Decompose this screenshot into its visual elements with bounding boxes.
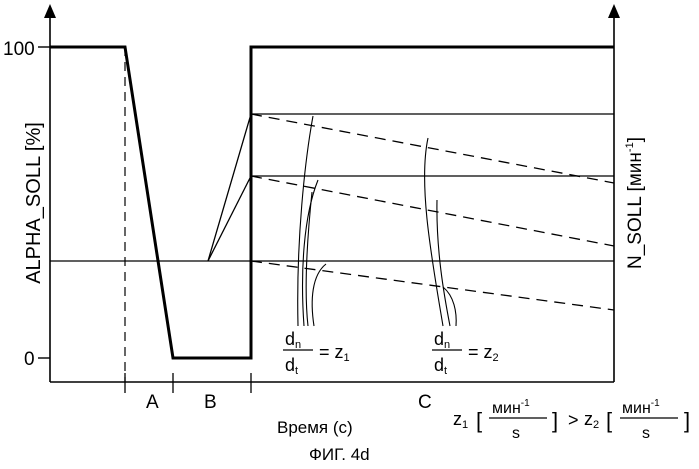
alpha-soll-curve	[50, 47, 614, 358]
right-y-axis	[608, 4, 620, 382]
leader-curves-z2	[425, 138, 457, 326]
svg-text:[: [	[476, 408, 482, 433]
x-axis-label: Время (с)	[277, 418, 353, 437]
svg-text:dn: dn	[285, 329, 301, 351]
leader-curves-z1	[298, 116, 326, 326]
phase-label-c: C	[418, 392, 432, 413]
svg-text:]: ]	[684, 408, 690, 433]
svg-text:[: [	[606, 408, 612, 433]
svg-text:z1: z1	[453, 409, 468, 431]
left-y-axis	[44, 4, 56, 382]
svg-text:dt: dt	[434, 355, 447, 377]
dashed-ramp-low	[251, 261, 614, 310]
svg-text:z2: z2	[584, 409, 599, 431]
left-axis-label: ALPHA_SOLL [%]	[23, 122, 45, 284]
dashed-ramp-high	[251, 114, 614, 183]
figure-caption: ФИГ. 4d	[309, 445, 370, 464]
annotation-z2: dn dt = z2	[434, 329, 499, 377]
svg-text:= z2: = z2	[468, 342, 499, 364]
tick-label-0: 0	[24, 349, 35, 370]
phase-label-a: A	[146, 392, 159, 413]
svg-text:s: s	[512, 425, 520, 442]
svg-text:>: >	[568, 410, 579, 430]
svg-text:= z1: = z1	[319, 342, 350, 364]
tick-label-100: 100	[3, 39, 35, 60]
svg-text:мин-1: мин-1	[622, 398, 660, 417]
svg-text:мин-1: мин-1	[492, 398, 530, 417]
right-axis-label: N_SOLL [мин-1]	[624, 137, 646, 269]
svg-text:dt: dt	[285, 355, 298, 377]
phase-label-b: B	[204, 392, 217, 413]
svg-text:]: ]	[552, 408, 558, 433]
slope-legend: z1 [ мин-1 s ] > z2 [ мин-1 s ]	[453, 398, 690, 442]
svg-text:dn: dn	[434, 329, 450, 351]
annotation-z1: dn dt = z1	[285, 329, 350, 377]
svg-text:s: s	[642, 425, 650, 442]
